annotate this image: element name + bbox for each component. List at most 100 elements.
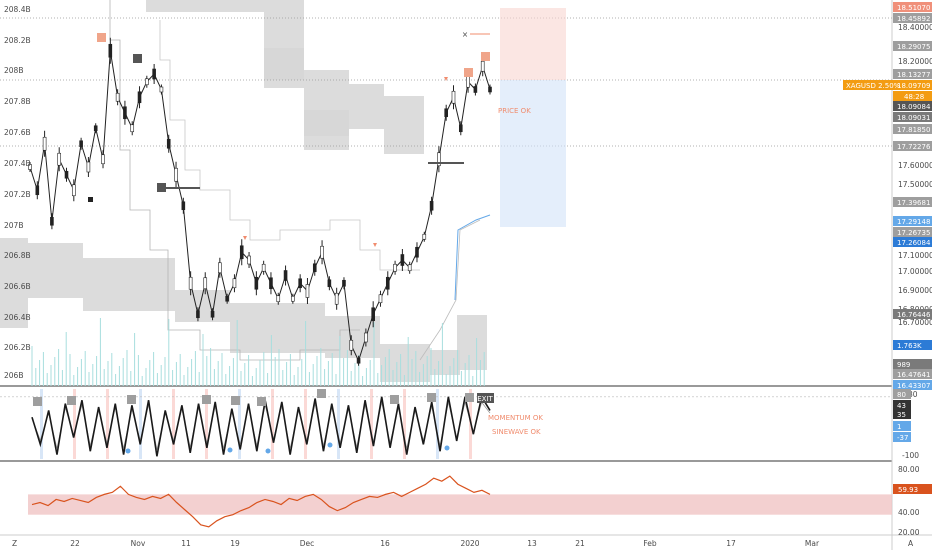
price-label-box bbox=[893, 2, 932, 12]
price-label: 17.29148 bbox=[897, 218, 930, 226]
price-label-box bbox=[893, 227, 932, 237]
right-axis-tick: 17.60000 bbox=[898, 161, 932, 170]
price-label: 18.09084 bbox=[897, 103, 931, 111]
exit-tag: EXIT bbox=[477, 395, 493, 403]
scale-toggle-left: Z bbox=[12, 539, 17, 548]
price-label-box bbox=[893, 309, 932, 319]
candle-body bbox=[123, 106, 127, 120]
candle-body bbox=[305, 284, 310, 298]
price-label: 16.47641 bbox=[897, 371, 930, 379]
rsi-axis-tick: 80.00 bbox=[898, 465, 920, 474]
candle-body bbox=[28, 164, 32, 170]
right-axis-tick: 16.90000 bbox=[898, 286, 932, 295]
candle-body bbox=[232, 278, 237, 289]
candle-body bbox=[35, 185, 40, 196]
candle-body bbox=[93, 125, 98, 132]
rsi-value: 59.93 bbox=[898, 486, 918, 494]
time-axis-tick: Nov bbox=[131, 539, 146, 548]
momentum-label-box bbox=[893, 400, 911, 410]
candle-body bbox=[385, 276, 390, 290]
momentum-shade bbox=[40, 389, 43, 459]
price-label: 16.43307 bbox=[897, 382, 930, 390]
candle-body bbox=[239, 245, 244, 260]
candle-body bbox=[320, 245, 324, 259]
candle-body bbox=[225, 295, 229, 302]
candle-body bbox=[393, 263, 397, 272]
signal-marker bbox=[97, 33, 106, 42]
candle-body bbox=[159, 86, 164, 93]
left-axis-tick: 206B bbox=[4, 371, 23, 380]
price-label: 18.09031 bbox=[897, 114, 930, 122]
momentum-shade bbox=[238, 389, 241, 459]
momentum-dot bbox=[265, 448, 271, 454]
left-axis-tick: 207.2B bbox=[4, 190, 31, 199]
down-arrow-marker bbox=[444, 77, 448, 81]
price-label: 18.13277 bbox=[897, 71, 930, 79]
momentum-axis-tick: -100 bbox=[902, 451, 919, 460]
candle-body bbox=[466, 75, 470, 88]
right-axis-tick: 18.20000 bbox=[898, 57, 932, 66]
candle-body bbox=[437, 152, 441, 167]
cloud-band bbox=[457, 315, 487, 370]
momentum-marker bbox=[231, 396, 240, 405]
candle-body bbox=[247, 255, 251, 265]
price-label-box bbox=[893, 101, 932, 111]
countdown-tag: 48:28 bbox=[904, 93, 924, 101]
candle-body bbox=[254, 276, 259, 290]
candle-body bbox=[130, 124, 135, 133]
time-axis-tick: 11 bbox=[181, 539, 191, 548]
rsi-axis-tick: 20.00 bbox=[898, 528, 920, 537]
candle-body bbox=[429, 200, 434, 211]
left-axis-tick: 207B bbox=[4, 221, 23, 230]
momentum-shade bbox=[403, 389, 406, 459]
candle-body bbox=[108, 43, 113, 58]
time-axis-tick: Mar bbox=[805, 539, 820, 548]
price-label-box bbox=[893, 359, 932, 369]
price-label: 1.763K bbox=[897, 342, 922, 350]
time-axis-tick: 17 bbox=[726, 539, 736, 548]
price-label-box bbox=[893, 112, 932, 122]
support-line-blue bbox=[454, 214, 491, 301]
cloud-band bbox=[304, 110, 349, 150]
momentum-shade bbox=[436, 389, 439, 459]
candle-body bbox=[42, 136, 47, 151]
price-label-box bbox=[893, 380, 932, 390]
price-label-box bbox=[893, 369, 932, 379]
left-axis-tick: 207.8B bbox=[4, 97, 31, 106]
momentum-label: 80 bbox=[897, 391, 906, 399]
momentum-dot bbox=[125, 448, 131, 454]
momentum-label-box bbox=[893, 421, 911, 431]
stair-line-upper bbox=[159, 20, 420, 271]
momentum-label: -37 bbox=[897, 434, 908, 442]
candle-body bbox=[480, 60, 485, 72]
rsi-value-box bbox=[893, 484, 932, 494]
candle-body bbox=[400, 254, 405, 266]
signal-marker bbox=[481, 52, 490, 61]
right-axis-tick: 17.10000 bbox=[898, 251, 932, 260]
candle-body bbox=[334, 292, 339, 305]
candle-body bbox=[145, 78, 149, 86]
momentum-marker bbox=[390, 395, 399, 404]
momentum-shade bbox=[106, 389, 109, 459]
cloud-band bbox=[380, 344, 430, 382]
price-label: 989 bbox=[897, 361, 910, 369]
momentum-shade bbox=[205, 389, 208, 459]
price-label: 17.72276 bbox=[897, 143, 931, 151]
momentum-shade bbox=[172, 389, 175, 459]
cloud-band bbox=[384, 96, 424, 154]
price-line bbox=[29, 50, 491, 363]
momentum-line bbox=[31, 394, 491, 457]
down-arrow-marker bbox=[373, 243, 377, 247]
price-label: 17.26084 bbox=[897, 239, 931, 247]
momentum-marker bbox=[202, 395, 211, 404]
stair-line-right bbox=[419, 219, 481, 361]
time-axis-tick: 19 bbox=[230, 539, 240, 548]
candle-body bbox=[137, 91, 142, 104]
momentum-shade bbox=[337, 389, 340, 459]
momentum-marker bbox=[427, 393, 436, 402]
candle-body bbox=[356, 357, 361, 364]
candle-body bbox=[349, 339, 354, 351]
candle-body bbox=[72, 184, 76, 197]
left-axis-tick: 207.4B bbox=[4, 159, 31, 168]
